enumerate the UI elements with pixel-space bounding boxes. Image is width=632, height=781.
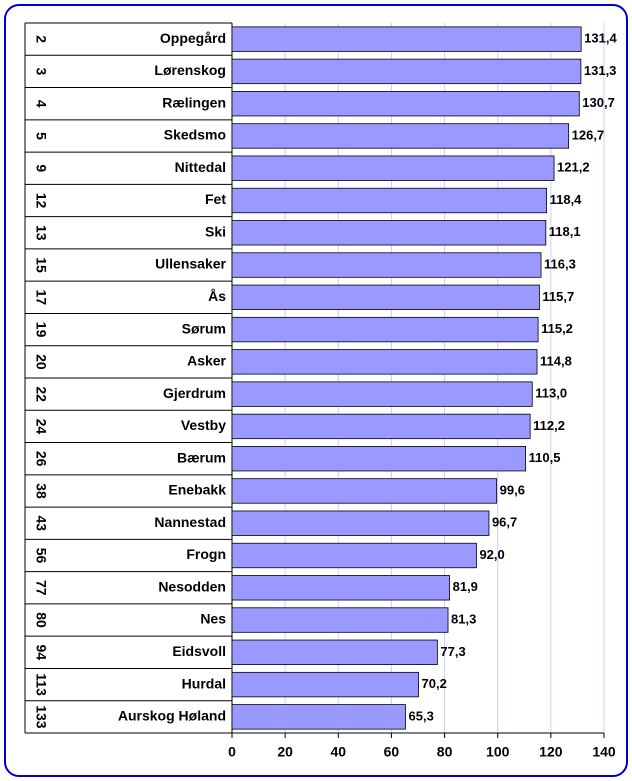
bar (231, 704, 406, 730)
x-tick-label: 100 (486, 744, 510, 760)
category-label: Ås (208, 288, 226, 304)
category-label: Aurskog Høland (118, 708, 226, 724)
x-tick-label: 140 (592, 744, 616, 760)
x-tick-label: 120 (539, 744, 563, 760)
x-tick-label: 20 (277, 744, 293, 760)
value-label: 121,2 (557, 160, 590, 175)
bar (231, 58, 582, 85)
value-label: 81,9 (453, 579, 478, 594)
bar (231, 446, 527, 472)
category-label: Asker (187, 353, 226, 369)
category-label: Ski (205, 223, 226, 239)
category-label: Nittedal (175, 159, 226, 175)
value-label: 115,2 (541, 321, 573, 336)
bar (231, 671, 419, 698)
bar (231, 349, 538, 375)
category-label: Sørum (182, 320, 226, 336)
value-label: 131,4 (584, 31, 617, 46)
value-label: 126,7 (572, 127, 605, 142)
rank-label: 5 (33, 132, 49, 140)
rank-label: 77 (33, 580, 49, 596)
bar (231, 284, 540, 310)
bar (231, 91, 580, 117)
category-label: Eidsvoll (172, 643, 226, 659)
x-tick-label: 40 (330, 744, 346, 760)
value-label: 131,3 (584, 63, 617, 78)
category-label: Enebakk (168, 482, 226, 498)
category-label: Gjerdrum (163, 385, 226, 401)
value-label: 77,3 (440, 644, 465, 659)
value-label: 65,3 (409, 708, 434, 723)
rank-label: 12 (33, 193, 49, 209)
x-tick-label: 60 (384, 744, 400, 760)
value-label: 116,3 (544, 256, 576, 271)
rank-label: 133 (33, 705, 49, 729)
bar (231, 252, 542, 278)
category-label: Skedsmo (164, 127, 226, 143)
category-label: Fet (205, 191, 226, 207)
rank-label: 22 (33, 386, 49, 402)
rank-label: 113 (33, 673, 49, 696)
rank-label: 15 (33, 257, 49, 273)
bar (231, 381, 533, 407)
rank-label: 2 (33, 35, 49, 43)
bar (231, 478, 498, 504)
rank-label: 4 (33, 100, 49, 108)
category-label: Nes (200, 611, 226, 627)
value-label: 115,7 (542, 289, 574, 304)
bar (231, 542, 477, 569)
value-label: 96,7 (492, 515, 517, 530)
rank-label: 80 (33, 612, 49, 628)
rank-label: 13 (33, 225, 49, 241)
bar (231, 220, 547, 246)
rank-label: 24 (33, 419, 49, 435)
value-label: 110,5 (529, 450, 561, 465)
bar (231, 187, 548, 214)
category-label: Ullensaker (155, 256, 226, 272)
x-tick-label: 80 (437, 744, 453, 760)
value-label: 130,7 (582, 95, 615, 110)
category-label: Nannestad (154, 514, 226, 530)
value-label: 81,3 (451, 611, 476, 626)
value-label: 112,2 (533, 418, 565, 433)
bar (231, 575, 451, 601)
bar (231, 123, 570, 149)
value-label: 113,0 (535, 386, 567, 401)
category-label: Bærum (177, 449, 226, 465)
value-label: 114,8 (540, 353, 572, 368)
category-label: Rælingen (162, 94, 226, 110)
x-tick-label: 0 (228, 744, 236, 760)
rank-label: 43 (33, 515, 49, 531)
rank-label: 38 (33, 483, 49, 499)
value-label: 118,1 (549, 224, 581, 239)
category-label: Nesodden (158, 578, 226, 594)
value-label: 99,6 (500, 482, 525, 497)
bar (231, 639, 438, 665)
bar (231, 510, 490, 536)
rank-label: 9 (33, 164, 49, 172)
category-label: Lørenskog (154, 62, 226, 78)
rank-label: 94 (33, 645, 49, 661)
bar (231, 316, 539, 343)
value-label: 118,4 (550, 192, 583, 207)
bar (231, 413, 531, 440)
rank-label: 3 (33, 68, 49, 76)
category-label: Oppegård (160, 30, 226, 46)
rank-label: 56 (33, 548, 49, 564)
category-label: Frogn (186, 546, 226, 562)
rank-label: 19 (33, 322, 49, 338)
rank-label: 17 (33, 290, 49, 306)
category-label: Vestby (181, 417, 226, 433)
bar (231, 607, 449, 633)
value-label: 92,0 (479, 547, 504, 562)
value-label: 70,2 (422, 676, 447, 691)
bar (231, 26, 582, 52)
rank-label: 26 (33, 451, 49, 467)
bar (231, 155, 555, 181)
category-label: Hurdal (182, 675, 226, 691)
rank-label: 20 (33, 354, 49, 370)
